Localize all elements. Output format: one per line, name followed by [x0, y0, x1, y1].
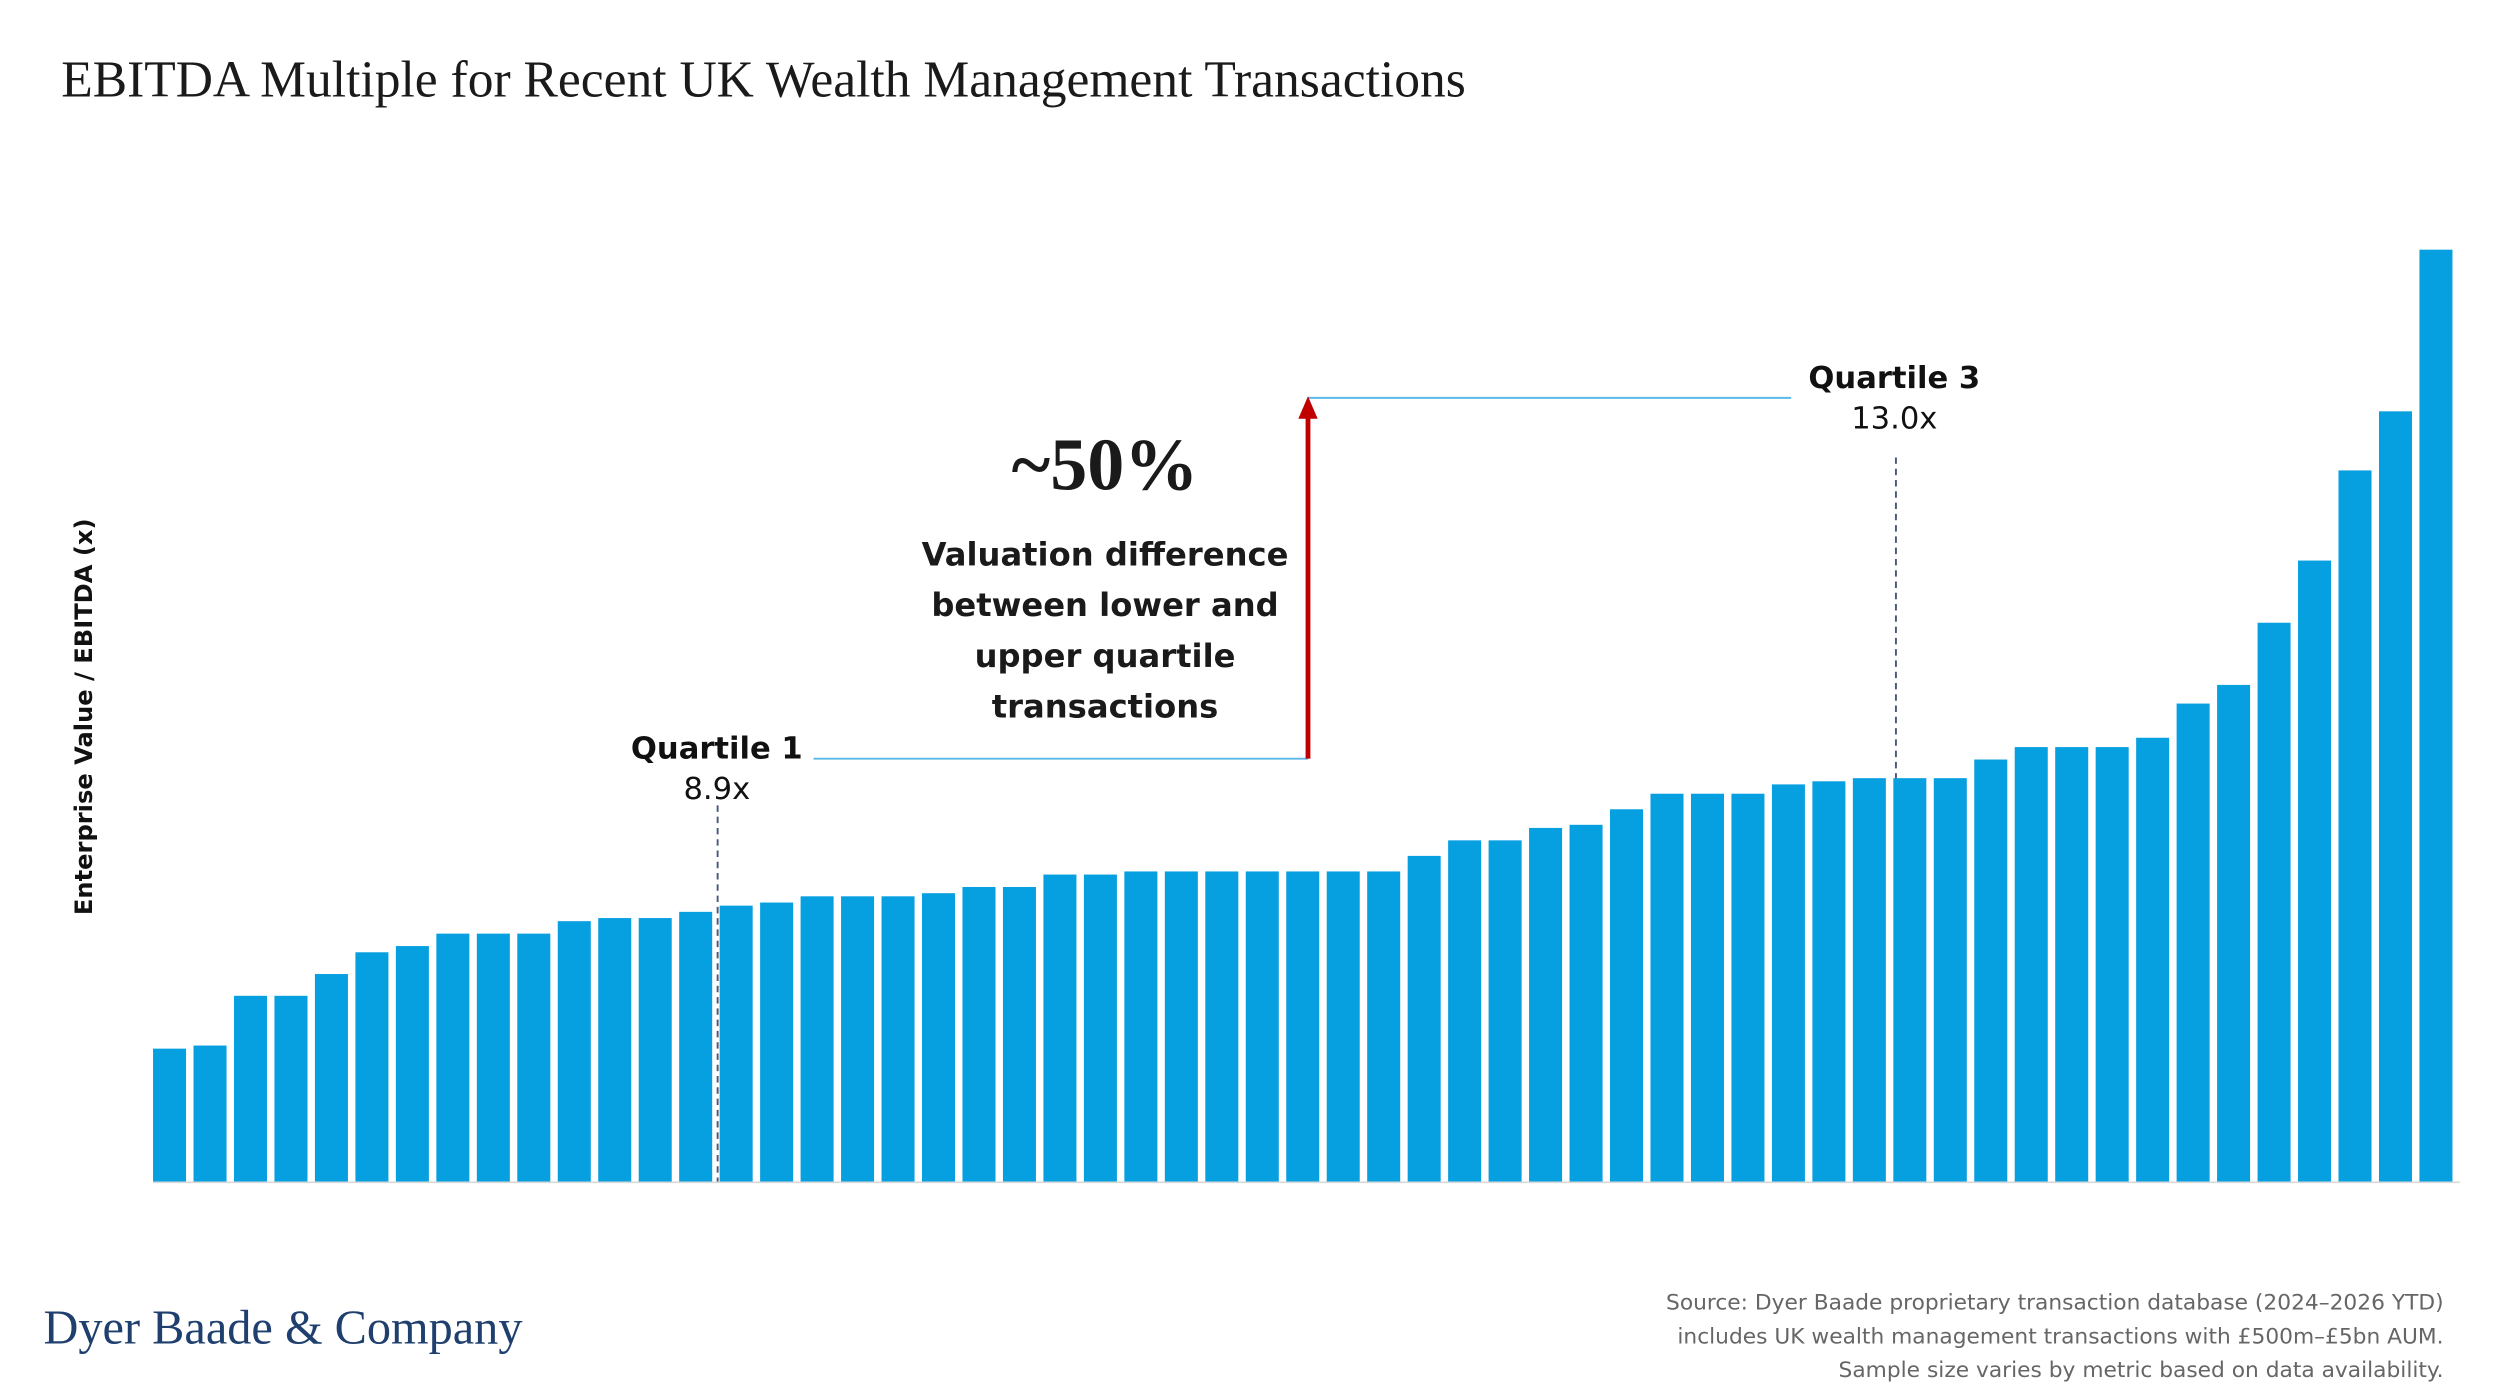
bar [679, 911, 713, 1183]
bar [1650, 793, 1684, 1183]
annotation-text: upper quartile [975, 637, 1236, 675]
bar [1812, 781, 1846, 1183]
bar [1893, 778, 1927, 1183]
bar [922, 893, 956, 1183]
bar [1286, 871, 1320, 1183]
bar [1124, 871, 1158, 1183]
bar [1002, 886, 1036, 1183]
bar [1326, 871, 1360, 1183]
bar [2338, 470, 2372, 1183]
bar [2419, 249, 2453, 1183]
annotation-text: between lower and [931, 586, 1278, 624]
logo: Dyer Baade & Company [44, 1301, 523, 1354]
bar [2055, 747, 2089, 1183]
bar [760, 902, 794, 1183]
bar [598, 918, 632, 1183]
bar [1974, 759, 2008, 1183]
bar [2257, 622, 2291, 1183]
annotation-text: Valuation difference [922, 535, 1289, 573]
bar [153, 1048, 187, 1183]
source-note: Source: Dyer Baade proprietary transacti… [1666, 1291, 2444, 1316]
annotation-text: transactions [992, 688, 1219, 726]
bar [1407, 855, 1441, 1183]
quartile-value: 8.9x [683, 772, 750, 807]
annotation-headline: ~50% [1012, 425, 1199, 507]
source-note: includes UK wealth management transactio… [1677, 1324, 2443, 1349]
bar [2298, 560, 2332, 1183]
bar [1569, 824, 1603, 1183]
bar [719, 905, 753, 1183]
bar [2014, 747, 2048, 1183]
bar [800, 896, 834, 1183]
bar [2378, 411, 2412, 1183]
bar [2217, 684, 2251, 1183]
bar [314, 974, 348, 1183]
bar [638, 918, 672, 1183]
bar [355, 952, 389, 1183]
quartile-label: Quartile 3 [1808, 361, 1980, 396]
y-axis-label: Enterprise Value / EBITDA (x) [70, 519, 98, 916]
quartile-label: Quartile 1 [631, 732, 803, 767]
quartile-value: 13.0x [1851, 401, 1937, 436]
bar [1529, 827, 1563, 1183]
bar [2095, 747, 2129, 1183]
source-note: Sample size varies by metric based on da… [1839, 1358, 2444, 1383]
bar [193, 1045, 227, 1183]
bar [1933, 778, 1967, 1183]
chart-title: EBITDA Multiple for Recent UK Wealth Man… [61, 52, 1466, 109]
bar [1771, 784, 1805, 1183]
bar [233, 995, 268, 1183]
bar [274, 995, 308, 1183]
bar [1164, 871, 1198, 1183]
bar [476, 933, 510, 1183]
bar [962, 886, 996, 1183]
bar [1448, 840, 1482, 1183]
bar [2136, 737, 2170, 1183]
bar [1367, 871, 1401, 1183]
bar [1083, 874, 1117, 1183]
bar [1690, 793, 1724, 1183]
bar [841, 896, 875, 1183]
bar [1852, 778, 1886, 1183]
bar [881, 896, 915, 1183]
bar [1610, 809, 1644, 1183]
bar [1731, 793, 1765, 1183]
arrow-head [1298, 396, 1318, 419]
bar [517, 933, 551, 1183]
bar [557, 921, 591, 1183]
bar [436, 933, 470, 1183]
bar [395, 946, 429, 1183]
bar [1488, 840, 1522, 1183]
bar [1245, 871, 1279, 1183]
bar [2176, 703, 2210, 1183]
bar [1205, 871, 1239, 1183]
bar [1043, 874, 1077, 1183]
